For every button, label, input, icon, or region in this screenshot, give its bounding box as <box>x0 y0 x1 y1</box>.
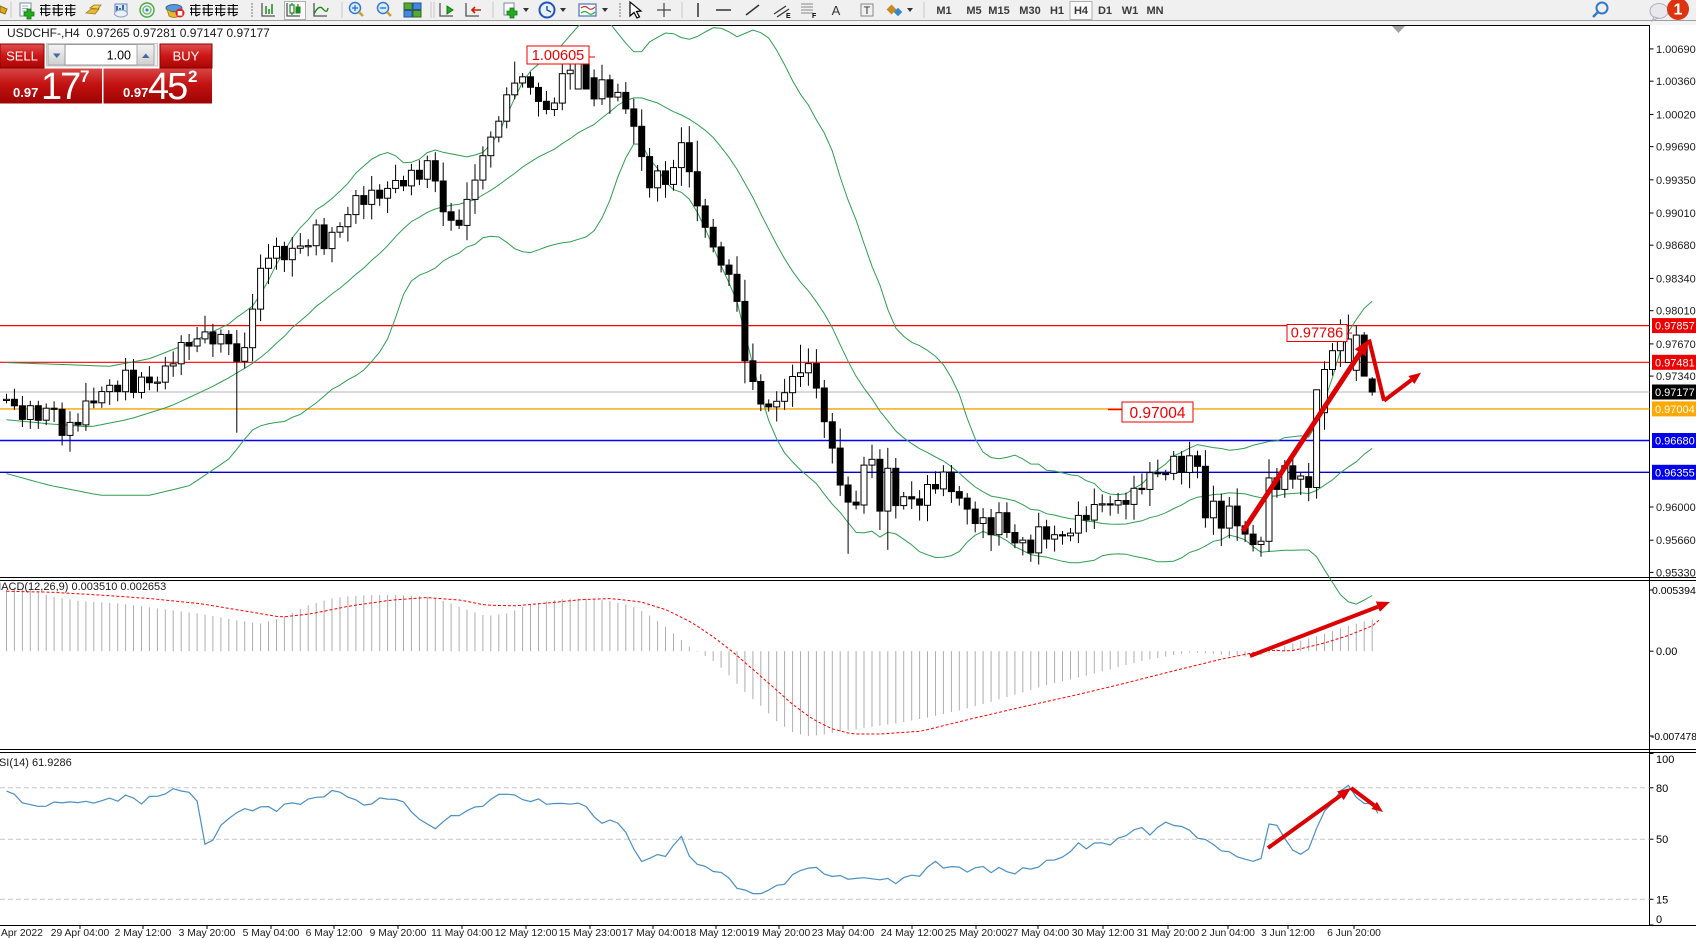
svg-text:15: 15 <box>1656 894 1668 906</box>
svg-text:F: F <box>812 13 817 20</box>
svg-text:USDCHF-,H4 0.97265 0.97281 0.: USDCHF-,H4 0.97265 0.97281 0.97147 0.971… <box>7 26 270 40</box>
svg-text:MN: MN <box>1146 5 1163 17</box>
svg-text:2 Jun 04:00: 2 Jun 04:00 <box>1201 928 1255 938</box>
svg-text:H4: H4 <box>1074 5 1089 17</box>
svg-text:27 May 04:00: 27 May 04:00 <box>1007 928 1070 938</box>
svg-text:0.97857: 0.97857 <box>1655 321 1695 333</box>
svg-text:25 May 20:00: 25 May 20:00 <box>945 928 1008 938</box>
svg-text:1.00: 1.00 <box>107 49 131 63</box>
svg-text:17: 17 <box>41 66 80 108</box>
svg-text:0.98010: 0.98010 <box>1656 306 1696 318</box>
svg-text:0.97670: 0.97670 <box>1656 339 1696 351</box>
svg-text:5 May 04:00: 5 May 04:00 <box>243 928 300 938</box>
svg-text:6 Jun 20:00: 6 Jun 20:00 <box>1327 928 1381 938</box>
svg-text:1.00690: 1.00690 <box>1656 44 1696 56</box>
svg-text:0.97786: 0.97786 <box>1291 326 1343 342</box>
svg-text:3 Jun 12:00: 3 Jun 12:00 <box>1261 928 1315 938</box>
svg-text:31 May 20:00: 31 May 20:00 <box>1137 928 1200 938</box>
svg-text:0.97177: 0.97177 <box>1655 387 1695 399</box>
svg-text:0.98340: 0.98340 <box>1656 273 1696 285</box>
svg-text:0.95660: 0.95660 <box>1656 535 1696 547</box>
svg-text:0.97004: 0.97004 <box>1655 404 1695 416</box>
svg-text:80: 80 <box>1656 783 1668 795</box>
svg-text:0.97: 0.97 <box>123 85 148 100</box>
svg-text:2: 2 <box>188 67 197 86</box>
svg-text:A: A <box>832 3 841 18</box>
svg-text:17 May 04:00: 17 May 04:00 <box>622 928 685 938</box>
svg-text:0.99010: 0.99010 <box>1656 208 1696 220</box>
svg-text:6 May 12:00: 6 May 12:00 <box>306 928 363 938</box>
svg-text:19 May 20:00: 19 May 20:00 <box>748 928 811 938</box>
svg-text:-0.007478: -0.007478 <box>1651 732 1696 743</box>
svg-text:0.99690: 0.99690 <box>1656 142 1696 154</box>
svg-text:3 May 20:00: 3 May 20:00 <box>179 928 236 938</box>
svg-text:12 May 12:00: 12 May 12:00 <box>495 928 558 938</box>
svg-text:0.97481: 0.97481 <box>1655 357 1695 369</box>
svg-text:2 May 12:00: 2 May 12:00 <box>115 928 172 938</box>
svg-text:0.99350: 0.99350 <box>1656 175 1696 187</box>
svg-text:11 May 04:00: 11 May 04:00 <box>431 928 493 938</box>
svg-text:0.97004: 0.97004 <box>1129 405 1185 422</box>
svg-text:1.00020: 1.00020 <box>1656 109 1696 121</box>
svg-text:1: 1 <box>1674 2 1683 19</box>
svg-text:H1: H1 <box>1050 5 1064 17</box>
svg-text:RSI(14) 61.9286: RSI(14) 61.9286 <box>0 757 72 769</box>
svg-text:45: 45 <box>148 66 187 108</box>
svg-text:0.005394: 0.005394 <box>1652 585 1696 597</box>
svg-text:18 May 12:00: 18 May 12:00 <box>685 928 748 938</box>
svg-text:7: 7 <box>80 67 89 86</box>
svg-text:0.95330: 0.95330 <box>1656 567 1696 579</box>
svg-text:T: T <box>864 5 871 17</box>
svg-text:M1: M1 <box>936 5 951 17</box>
svg-text:D1: D1 <box>1098 5 1112 17</box>
svg-text:0.97340: 0.97340 <box>1656 371 1696 383</box>
svg-text:0: 0 <box>1656 914 1662 926</box>
svg-text:W1: W1 <box>1122 5 1139 17</box>
svg-text:23 May 04:00: 23 May 04:00 <box>812 928 875 938</box>
svg-text:1.00360: 1.00360 <box>1656 76 1696 88</box>
svg-text:0.98680: 0.98680 <box>1656 240 1696 252</box>
svg-text:1.00605: 1.00605 <box>532 48 584 64</box>
svg-text:29 Apr 04:00: 29 Apr 04:00 <box>51 928 110 938</box>
svg-text:50: 50 <box>1656 834 1668 846</box>
svg-text:BUY: BUY <box>173 49 200 64</box>
svg-text:0.96355: 0.96355 <box>1655 467 1695 479</box>
svg-text:SELL: SELL <box>6 49 38 64</box>
svg-text:15 May 23:00: 15 May 23:00 <box>559 928 622 938</box>
svg-text:M15: M15 <box>988 5 1009 17</box>
svg-text:9 May 20:00: 9 May 20:00 <box>370 928 427 938</box>
svg-text:MACD(12,26,9) 0.003510 0.00265: MACD(12,26,9) 0.003510 0.002653 <box>0 581 166 593</box>
svg-text:E: E <box>786 13 791 20</box>
svg-text:M5: M5 <box>966 5 981 17</box>
svg-text:0.00: 0.00 <box>1656 646 1677 658</box>
svg-text:0.96680: 0.96680 <box>1655 436 1695 448</box>
svg-text:0.96000: 0.96000 <box>1656 502 1696 514</box>
svg-text:M30: M30 <box>1019 5 1040 17</box>
svg-text:100: 100 <box>1656 754 1674 766</box>
svg-text:0.97: 0.97 <box>13 85 38 100</box>
svg-text:24 May 12:00: 24 May 12:00 <box>881 928 944 938</box>
svg-text:Apr 2022: Apr 2022 <box>1 928 43 938</box>
svg-text:30 May 12:00: 30 May 12:00 <box>1072 928 1135 938</box>
